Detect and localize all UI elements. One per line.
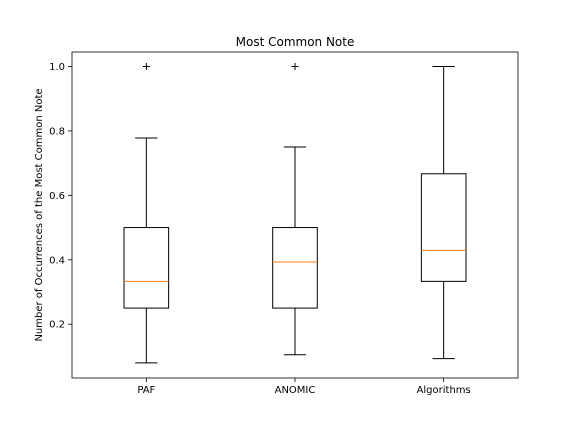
outlier-marker	[142, 62, 150, 70]
y-tick-label: 1.0	[49, 62, 65, 73]
x-tick-label: ANOMIC	[275, 385, 316, 396]
chart-title: Most Common Note	[236, 35, 355, 49]
y-axis-label: Number of Occurrences of the Most Common…	[34, 88, 45, 341]
axes-frame	[71, 51, 519, 379]
y-tick-label: 0.8	[49, 126, 65, 137]
y-tick-label: 0.2	[49, 320, 65, 331]
outlier-marker	[291, 62, 299, 70]
plot-area: 0.2 0.4 0.6 0.8 1.0 PAF ANOMIC Algorithms	[49, 62, 471, 396]
x-tick-label: Algorithms	[417, 385, 471, 396]
box-iqr	[420, 173, 467, 282]
y-tick-label: 0.6	[49, 191, 65, 202]
box-iqr	[272, 227, 318, 309]
box-iqr	[123, 227, 170, 309]
y-tick-label: 0.4	[49, 255, 65, 266]
x-tick-label: PAF	[137, 385, 155, 396]
